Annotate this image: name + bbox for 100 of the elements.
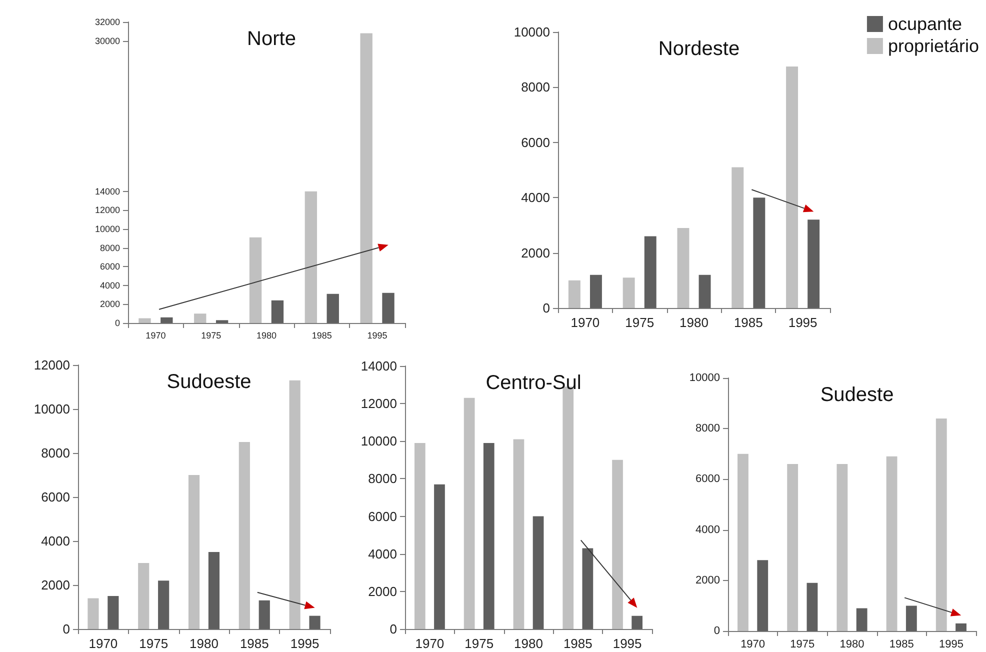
chart-title: Nordeste <box>658 38 740 60</box>
y-tick-label: 0 <box>542 300 550 316</box>
y-tick-label: 8000 <box>696 422 720 435</box>
bar <box>886 456 898 631</box>
y-tick-label: 14000 <box>360 358 397 374</box>
legend-label: ocupante <box>888 14 962 34</box>
y-tick-label: 6000 <box>368 508 397 524</box>
bar <box>434 484 445 629</box>
y-tick-label: 4000 <box>521 190 550 206</box>
bar <box>677 228 690 308</box>
y-tick-label: 6000 <box>696 473 720 486</box>
x-tick-label: 1970 <box>88 636 118 651</box>
y-tick-label: 6000 <box>100 262 120 272</box>
bar <box>787 464 798 631</box>
x-tick-label: 1980 <box>680 315 708 330</box>
x-tick-label: 1970 <box>146 330 166 340</box>
y-tick-label: 14000 <box>94 186 120 196</box>
bar <box>622 278 635 308</box>
y-tick-label: 2000 <box>100 299 120 310</box>
x-tick-label: 1975 <box>790 638 815 650</box>
x-tick-label: 1975 <box>139 636 168 651</box>
y-tick-label: 10000 <box>360 434 397 449</box>
x-tick-label: 1995 <box>938 638 964 650</box>
bar <box>194 314 206 323</box>
bar <box>414 443 426 629</box>
bar <box>382 292 394 323</box>
chart-title: Sudeste <box>820 384 894 406</box>
bar <box>138 318 151 323</box>
y-tick-label: 8000 <box>521 80 550 95</box>
bar <box>836 464 848 631</box>
bar <box>753 198 766 308</box>
y-tick-label: 6000 <box>41 490 70 504</box>
y-tick-label: 30000 <box>94 36 120 46</box>
bar <box>88 598 99 629</box>
bar <box>158 580 170 629</box>
x-tick-label: 1985 <box>734 315 763 330</box>
x-tick-label: 1985 <box>312 330 332 340</box>
y-tick-label: 0 <box>114 318 120 328</box>
y-tick-label: 0 <box>390 622 397 636</box>
y-tick-label: 2000 <box>696 574 720 586</box>
x-tick-label: 1975 <box>201 330 222 340</box>
y-tick-label: 2000 <box>41 578 70 592</box>
x-tick-label: 1975 <box>625 315 654 330</box>
x-tick-label: 1995 <box>788 315 818 330</box>
y-tick-label: 10000 <box>34 402 70 416</box>
x-tick-label: 1975 <box>464 636 494 651</box>
y-tick-label: 4000 <box>696 524 720 536</box>
bar <box>698 274 711 308</box>
bar <box>326 294 339 323</box>
bar <box>806 582 818 631</box>
x-tick-label: 1970 <box>415 636 444 651</box>
bar <box>249 237 262 323</box>
bar <box>786 66 798 308</box>
y-tick-label: 8000 <box>368 471 397 486</box>
x-tick-label: 1980 <box>840 638 864 650</box>
bar <box>108 596 119 629</box>
x-tick-label: 1995 <box>612 636 642 651</box>
y-tick-label: 10000 <box>689 372 720 384</box>
legend-label: proprietário <box>888 36 979 56</box>
bar <box>238 442 250 629</box>
y-tick-label: 2000 <box>521 245 550 260</box>
x-tick-label: 1980 <box>514 636 543 651</box>
bar <box>956 623 966 631</box>
y-tick-label: 2000 <box>368 584 397 599</box>
bar <box>258 600 270 629</box>
bar <box>304 191 318 323</box>
x-tick-label: 1970 <box>570 315 600 330</box>
x-tick-label: 1980 <box>190 636 218 651</box>
chart-title: Norte <box>247 28 296 50</box>
bar <box>513 439 524 629</box>
bar <box>612 460 623 629</box>
x-tick-label: 1995 <box>367 330 388 340</box>
bar <box>808 220 820 308</box>
x-tick-label: 1995 <box>290 636 320 651</box>
bar <box>464 398 475 629</box>
y-tick-label: 10000 <box>94 224 120 234</box>
y-tick-label: 0 <box>714 625 720 637</box>
y-tick-label: 0 <box>62 622 70 636</box>
bar <box>271 300 284 323</box>
bar <box>216 320 228 323</box>
chart-title: Sudoeste <box>166 371 252 393</box>
bar <box>360 33 372 323</box>
chart-title: Centro-Sul <box>486 372 582 394</box>
x-tick-label: 1980 <box>256 330 277 340</box>
bar <box>856 608 868 631</box>
bar <box>208 552 220 629</box>
y-tick-label: 6000 <box>521 134 550 150</box>
bar <box>738 454 748 631</box>
y-tick-label: 32000 <box>94 17 120 27</box>
y-tick-label: 12000 <box>34 358 70 372</box>
bar <box>644 236 656 308</box>
y-tick-label: 10000 <box>514 24 550 40</box>
bar <box>289 380 300 629</box>
bar <box>632 616 643 629</box>
bar <box>188 475 200 629</box>
y-tick-label: 4000 <box>368 546 397 562</box>
bar <box>936 418 947 631</box>
bar <box>532 516 544 629</box>
bar <box>757 560 768 631</box>
bar <box>906 606 917 631</box>
